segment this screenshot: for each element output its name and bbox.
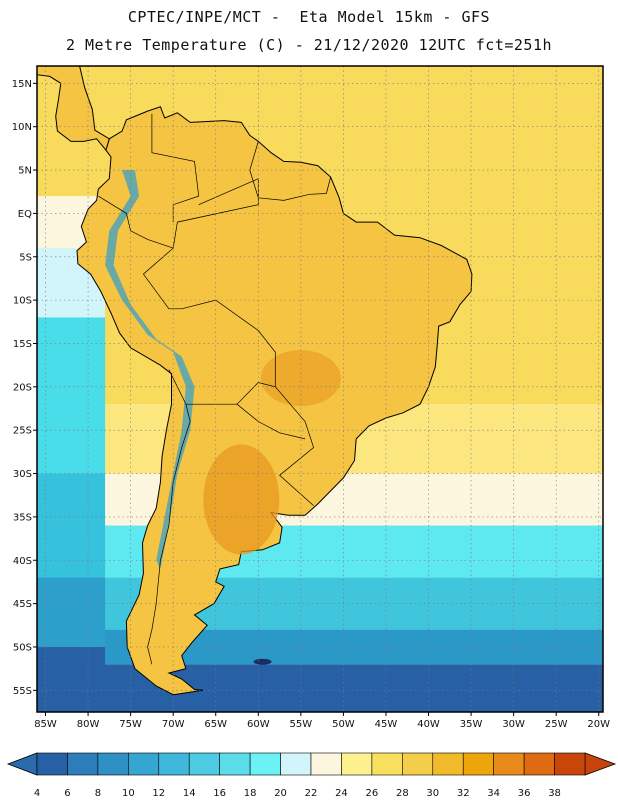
lon-tick-label: 60W (247, 719, 270, 730)
pacific-band-3 (37, 317, 106, 474)
colorbar-swatch (462, 752, 494, 776)
pacific-band-4 (37, 473, 106, 578)
border-4 (98, 195, 174, 249)
lon-tick-label: 75W (119, 719, 142, 730)
lat-tick-label: 15N (12, 79, 32, 90)
pacific-band-5 (37, 577, 106, 647)
colorbar-swatch (128, 752, 160, 776)
colorbar-label: 34 (487, 788, 500, 799)
colorbar-arrow-low (6, 752, 38, 776)
lat-tick-label: 5N (18, 166, 32, 177)
atlantic-band-6 (37, 664, 603, 712)
colorbar-swatch (523, 752, 555, 776)
pacific-band-6 (37, 646, 106, 712)
lon-tick-label: 85W (34, 719, 57, 730)
hot-zone-pantanal (260, 350, 341, 407)
lat-tick-label: 25S (13, 426, 32, 437)
colorbar-swatch (402, 752, 434, 776)
lat-tick-label: 15S (13, 339, 32, 350)
lon-tick-label: 50W (332, 719, 355, 730)
lat-tick-label: 10N (12, 122, 32, 133)
colorbar-label: 4 (34, 788, 40, 799)
colorbar-label: 22 (305, 788, 318, 799)
lat-tick-label: 35S (13, 512, 32, 523)
lon-tick-label: 30W (502, 719, 525, 730)
colorbar-swatch (371, 752, 403, 776)
lon-tick-label: 55W (290, 719, 313, 730)
border-1 (168, 369, 276, 405)
colorbar-label: 26 (366, 788, 379, 799)
atlantic-band-3 (37, 525, 603, 578)
chart-title-line1: CPTEC/INPE/MCT - Eta Model 15km - GFS (127, 8, 491, 26)
border-3 (147, 404, 191, 665)
colorbar-swatch (341, 752, 373, 776)
colorbar-swatch (67, 752, 99, 776)
lat-tick-label: 30S (13, 469, 32, 480)
colorbar-label: 10 (122, 788, 135, 799)
lon-tick-label: 40W (417, 719, 440, 730)
hot-zone-argentina (203, 444, 280, 555)
colorbar-label: 36 (518, 788, 531, 799)
lon-tick-label: 80W (77, 719, 100, 730)
central-america-landmass (36, 65, 110, 152)
colorbar-swatch (493, 752, 525, 776)
colorbar-label: 12 (152, 788, 165, 799)
colorbar-label: 24 (335, 788, 348, 799)
colorbar-label: 32 (457, 788, 470, 799)
colorbar-label: 16 (213, 788, 226, 799)
south-america-landmass (76, 106, 473, 696)
lon-tick-label: 35W (460, 719, 483, 730)
colorbar-label: 18 (244, 788, 257, 799)
colorbar-label: 8 (95, 788, 101, 799)
land-temperature-field (36, 65, 473, 696)
atlantic-band-4 (37, 577, 603, 630)
border-2 (236, 403, 306, 440)
colorbar-swatch (310, 752, 342, 776)
colorbar-swatch (188, 752, 220, 776)
colorbar-swatch (158, 752, 190, 776)
lat-tick-label: 50S (13, 642, 32, 653)
colorbar-swatch (554, 752, 586, 776)
colorbar-swatch (219, 752, 251, 776)
colorbar-label: 30 (426, 788, 439, 799)
colorbar-swatch (280, 752, 312, 776)
lat-tick-label: EQ (18, 209, 32, 220)
colorbar-swatch (97, 752, 129, 776)
lat-tick-label: 5S (19, 252, 32, 263)
falkland-islands (253, 658, 272, 665)
latitude-axis: 15N 10N 5N EQ 5S 10S 15S 20S 25S 30S 35S 40S 45S 50S 5… (12, 79, 37, 697)
colorbar-swatch (36, 752, 68, 776)
lon-tick-label: 25W (545, 719, 568, 730)
map-frame (36, 65, 604, 713)
lat-tick-label: 40S (13, 556, 32, 567)
temperature-colorbar: 4 6 8 10 12 14 16 18 20 22 24 26 28 30 32 34 36 38 (6, 752, 617, 799)
chart-title-line2: 2 Metre Temperature (C) - 21/12/2020 12U… (65, 36, 553, 54)
lon-tick-label: 65W (204, 719, 227, 730)
colorbar-label: 38 (548, 788, 561, 799)
longitude-axis: 85W 80W 75W 70W 65W 60W 55W 50W 45W 40W 35W 30W 25W 2… (34, 712, 610, 730)
colorbar-swatch (432, 752, 464, 776)
lon-tick-label: 70W (162, 719, 185, 730)
lat-tick-label: 20S (13, 382, 32, 393)
colorbar-swatch (249, 752, 281, 776)
lat-tick-label: 55S (13, 686, 32, 697)
lon-tick-label: 45W (375, 719, 398, 730)
atlantic-band-5 (37, 629, 603, 665)
colorbar-label: 20 (274, 788, 287, 799)
lat-tick-label: 45S (13, 599, 32, 610)
colorbar-label: 14 (183, 788, 196, 799)
border-5 (151, 113, 200, 223)
lat-tick-label: 10S (13, 296, 32, 307)
colorbar-label: 28 (396, 788, 409, 799)
colorbar-label: 6 (64, 788, 70, 799)
colorbar-arrow-high (584, 752, 617, 776)
lon-tick-label: 20W (587, 719, 610, 730)
